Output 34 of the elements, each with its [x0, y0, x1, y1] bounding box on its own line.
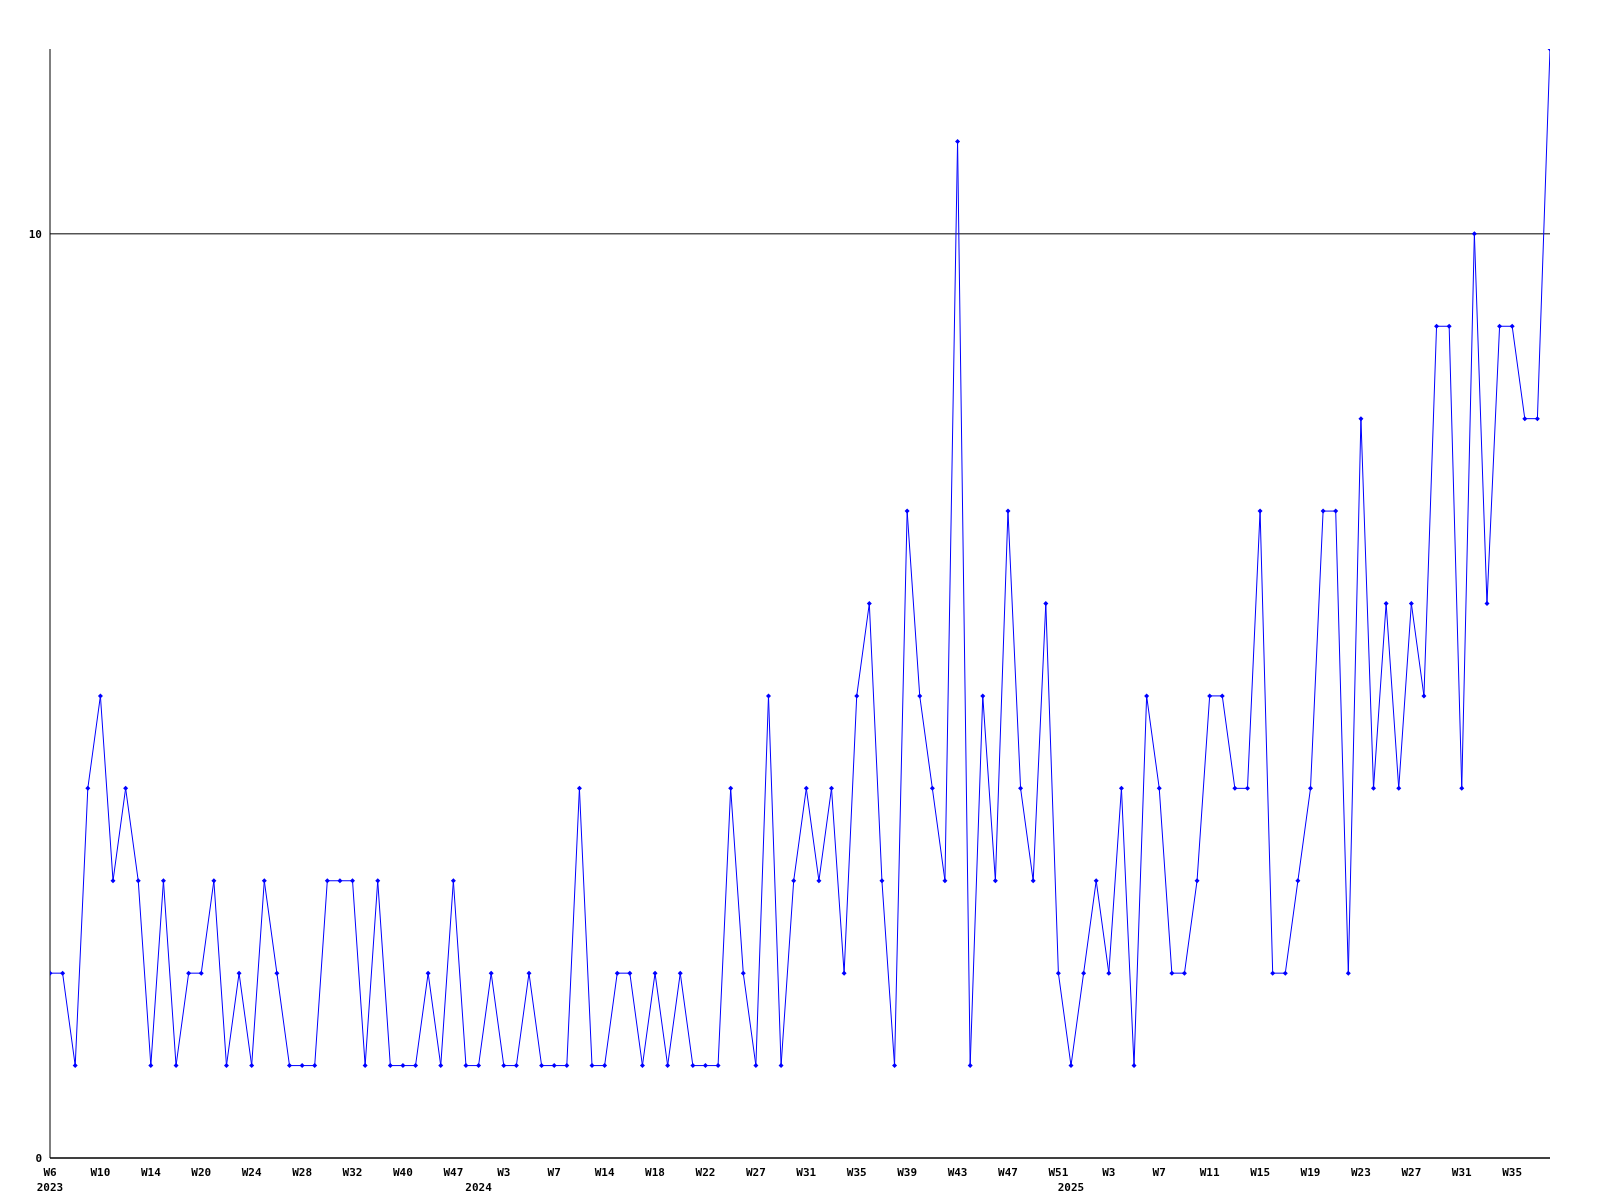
x-tick-label: W40 [393, 1166, 413, 1179]
x-tick-label: W43 [947, 1166, 968, 1179]
x-tick-label: W23 [1350, 1166, 1371, 1179]
x-tick-label: W15 [1250, 1166, 1271, 1179]
x-tick-label: W47 [998, 1166, 1018, 1179]
x-tick-label: W27 [1401, 1166, 1422, 1179]
x-tick-label: 2024 [465, 1181, 493, 1194]
x-tick-label: 2025 [1057, 1181, 1085, 1194]
x-tick-label: W22 [695, 1166, 716, 1179]
x-tick-label: W31 [1451, 1166, 1473, 1179]
x-tick-label: W3 [1102, 1166, 1116, 1179]
y-tick-label: 0 [35, 1151, 42, 1165]
x-tick-label: W20 [191, 1166, 212, 1179]
x-tick-label: W11 [1199, 1166, 1220, 1179]
x-tick-label: W28 [292, 1166, 313, 1179]
x-tick-label: W24 [241, 1166, 262, 1179]
x-tick-label: W10 [90, 1166, 111, 1179]
x-tick-label: W51 [1048, 1166, 1069, 1179]
x-tick-label: W31 [796, 1166, 817, 1179]
x-tick-label: W35 [846, 1166, 867, 1179]
x-tick-label: W47 [443, 1166, 464, 1179]
x-tick-label: W18 [645, 1166, 665, 1179]
x-tick-label: W32 [342, 1166, 363, 1179]
x-tick-label: W7 [1152, 1166, 1166, 1179]
x-tick-label: W7 [547, 1166, 561, 1179]
x-tick-label: W3 [497, 1166, 511, 1179]
y-tick-label: 10 [28, 227, 42, 241]
x-tick-label: W27 [745, 1166, 766, 1179]
x-tick-label: W6 2023 [36, 1166, 64, 1194]
x-tick-label: W35 [1502, 1166, 1523, 1179]
x-tick-label: W39 [897, 1166, 918, 1179]
x-tick-label: W19 [1300, 1166, 1321, 1179]
x-tick-label: W14 [594, 1166, 615, 1179]
x-tick-label: W14 [140, 1166, 162, 1179]
